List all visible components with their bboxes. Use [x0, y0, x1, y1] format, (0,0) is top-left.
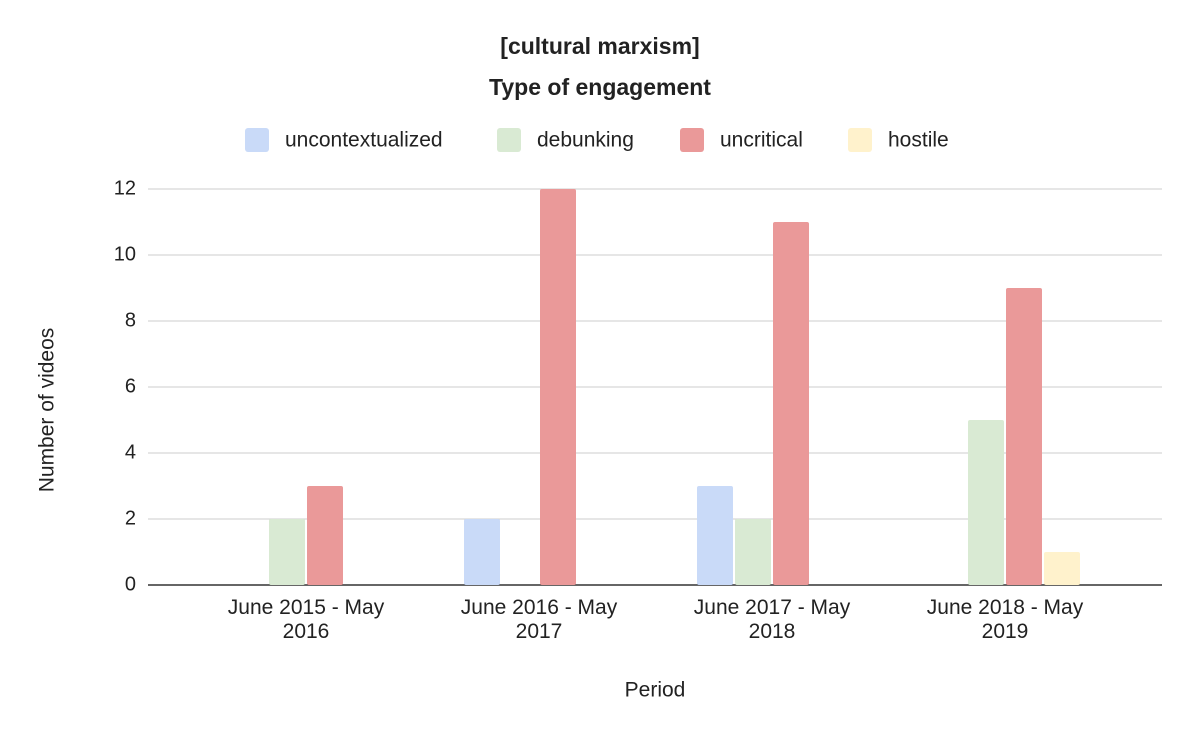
y-tick-label: 2: [125, 507, 136, 529]
chart-subtitle: Type of engagement: [489, 74, 711, 100]
y-tick-label: 6: [125, 375, 136, 397]
y-tick-label: 4: [125, 441, 136, 463]
bar: [1006, 288, 1042, 585]
x-tick-label: June 2015 - May 2016: [227, 596, 385, 643]
y-tick-label: 0: [125, 573, 136, 595]
chart-title: [cultural marxism]: [500, 33, 699, 59]
x-tick-label: June 2018 - May 2019: [926, 596, 1084, 643]
legend-swatch: [245, 128, 269, 152]
bar: [464, 519, 500, 585]
bar: [307, 486, 343, 585]
legend-label: hostile: [888, 129, 949, 152]
y-tick-label: 8: [125, 309, 136, 331]
y-tick-label: 12: [114, 177, 136, 199]
legend-swatch: [680, 128, 704, 152]
legend-label: uncontextualized: [285, 129, 443, 152]
bar: [697, 486, 733, 585]
bar: [1044, 552, 1080, 585]
legend-swatch: [497, 128, 521, 152]
bar: [773, 222, 809, 585]
x-axis-label: Period: [625, 679, 686, 702]
legend-swatch: [848, 128, 872, 152]
bar: [269, 519, 305, 585]
x-tick-label: June 2017 - May 2018: [693, 596, 851, 643]
bar: [540, 189, 576, 585]
legend-label: debunking: [537, 129, 634, 152]
y-axis-label: Number of videos: [36, 328, 59, 493]
x-tick-label: June 2016 - May 2017: [460, 596, 618, 643]
bar: [735, 519, 771, 585]
bar: [968, 420, 1004, 585]
y-tick-label: 10: [114, 243, 136, 265]
legend-label: uncritical: [720, 129, 803, 152]
